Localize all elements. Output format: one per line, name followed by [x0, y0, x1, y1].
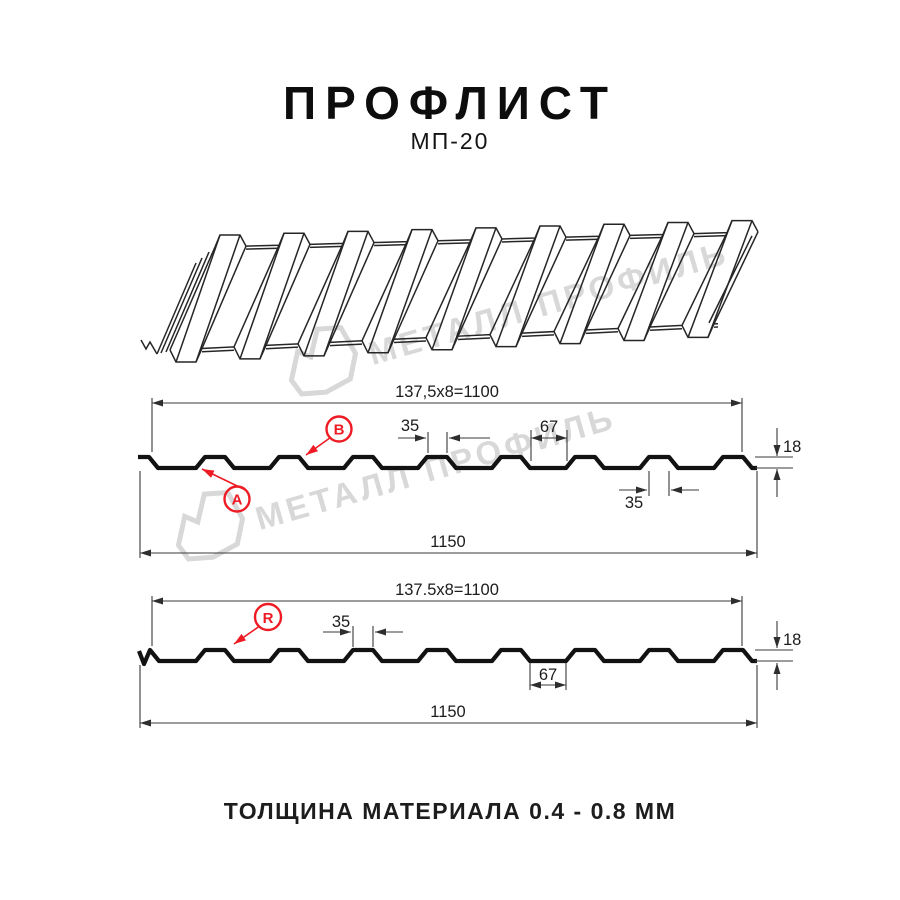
dim-valley-r: 67: [539, 666, 557, 684]
svg-text:B: B: [334, 422, 345, 439]
watermark-text-upper: МЕТАЛЛ ПРОФИЛЬ: [364, 234, 733, 372]
sheet-3d-view: [140, 219, 759, 363]
page-title: ПРОФЛИСТ: [283, 77, 617, 129]
dim-rib-top-ab: 35: [401, 417, 419, 435]
dim-height-ab: 18: [783, 438, 801, 456]
watermark-lower: МЕТАЛЛ ПРОФИЛЬ: [175, 399, 620, 562]
dim-rib-top-r: 35: [332, 613, 350, 631]
dim-rib-bottom-ab: 35: [625, 494, 643, 512]
dim-coverage-width-r: 137.5x8=1100: [395, 581, 499, 599]
profile-outline-r: [137, 647, 757, 667]
dim-total-width-r: 1150: [430, 703, 465, 721]
thickness-note: ТОЛЩИНА МАТЕРИАЛА 0.4 - 0.8 ММ: [223, 798, 677, 824]
svg-text:A: A: [232, 492, 243, 509]
side-label-r: R: [233, 602, 283, 645]
dim-height-r: 18: [783, 631, 801, 649]
profile-outline-ab: [138, 454, 757, 471]
dim-total-width-ab: 1150: [430, 533, 465, 551]
profile-model-subtitle: МП-20: [410, 128, 490, 154]
cross-section-ab: 137,5x8=1100 35 67 35 1150 18 B A: [138, 383, 801, 558]
dim-valley-ab: 67: [540, 418, 558, 436]
metall-profil-logo-watermark: [175, 489, 246, 562]
cross-section-r: 137.5x8=1100 35 67 1150 18 R: [137, 581, 801, 728]
side-label-b: B: [305, 415, 353, 456]
side-label-a: A: [201, 468, 251, 513]
metall-profil-logo-watermark: [288, 324, 359, 397]
svg-text:R: R: [263, 610, 274, 627]
dim-coverage-width-ab: 137,5x8=1100: [395, 383, 499, 401]
